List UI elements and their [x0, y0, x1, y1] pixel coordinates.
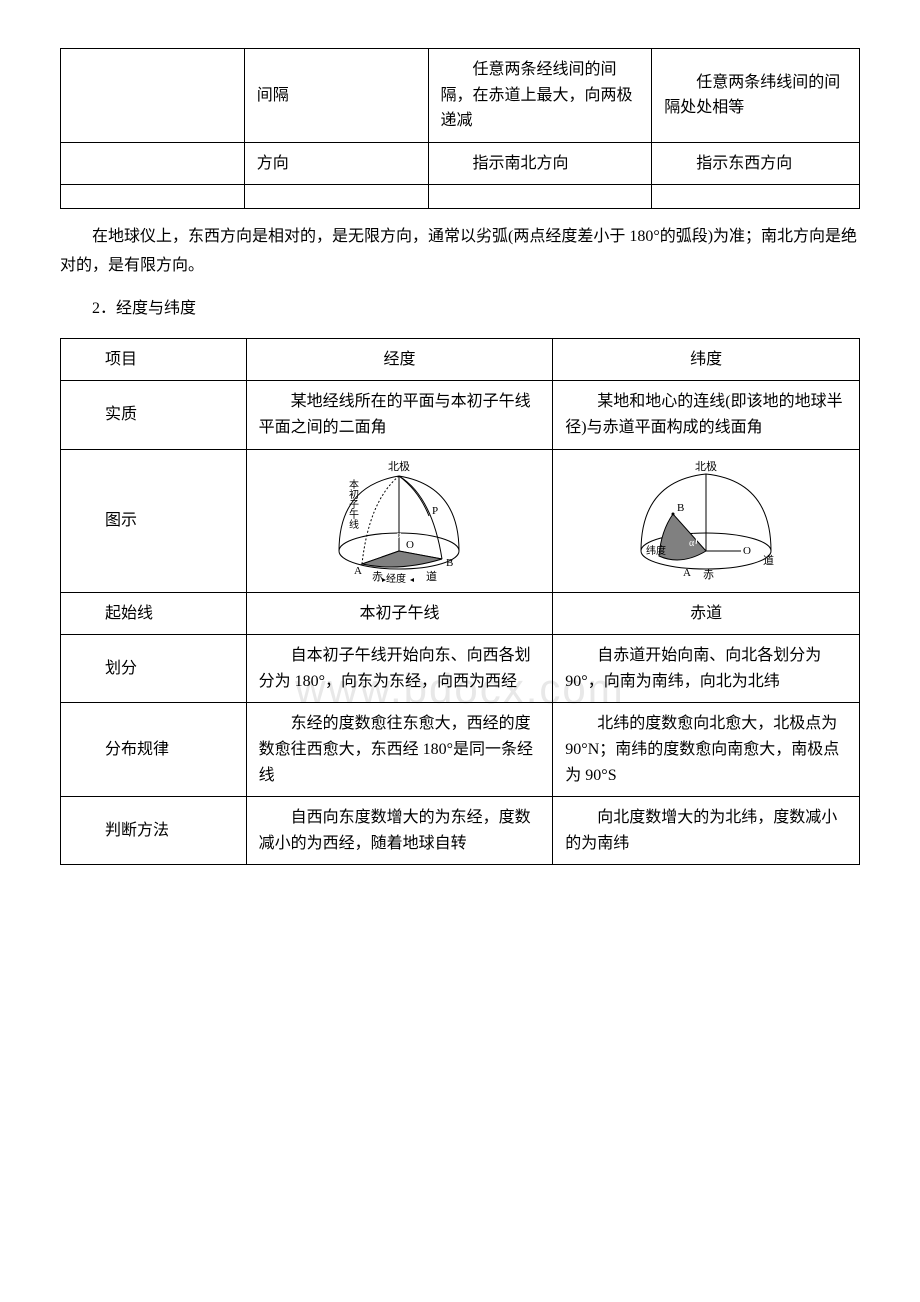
cell — [428, 185, 652, 209]
diagram-cell-latitude: 北极 B O A 纬度 α 赤 道 — [553, 449, 860, 592]
cell: 赤道 — [553, 592, 860, 635]
header-cell: 经度 — [246, 338, 553, 381]
paragraph: 在地球仪上，东西方向是相对的，是无限方向，通常以劣弧(两点经度差小于 180°的… — [60, 223, 860, 281]
label-eq-r: 道 — [426, 569, 437, 583]
label-a: A — [354, 565, 362, 577]
diagram-cell-longitude: 北极 本初子午线 O P A B 赤 道 经度 α — [246, 449, 553, 592]
table-row: 划分 自本初子午线开始向东、向西各划分为 180°，向东为东经，向西为西经 自赤… — [61, 635, 860, 703]
heading: 2．经度与纬度 — [60, 295, 860, 324]
table-2: 项目 经度 纬度 实质 某地经线所在的平面与本初子午线平面之间的二面角 某地和地… — [60, 338, 860, 866]
cell: 自西向东度数增大的为东经，度数减小的为西经，随着地球自转 — [246, 797, 553, 865]
table-row — [61, 185, 860, 209]
table-row: 间隔 任意两条经线间的间隔，在赤道上最大，向两极递减 任意两条纬线间的间隔处处相… — [61, 49, 860, 143]
cell: 指示东西方向 — [652, 142, 860, 185]
label-north: 北极 — [695, 459, 717, 473]
table-row: 方向 指示南北方向 指示东西方向 — [61, 142, 860, 185]
cell: 方向 — [244, 142, 428, 185]
label-north: 北极 — [388, 459, 410, 473]
table-1: 间隔 任意两条经线间的间隔，在赤道上最大，向两极递减 任意两条纬线间的间隔处处相… — [60, 48, 860, 209]
label-b: B — [677, 502, 684, 514]
cell — [61, 185, 245, 209]
cell — [61, 142, 245, 185]
longitude-diagram: 北极 本初子午线 O P A B 赤 道 经度 α — [314, 456, 484, 586]
label-p: P — [432, 505, 438, 517]
label-alpha: α — [396, 530, 402, 541]
table-row: 分布规律 东经的度数愈往东愈大，西经的度数愈往西愈大，东西经 180°是同一条经… — [61, 703, 860, 797]
cell — [61, 49, 245, 143]
label-latitude: 纬度 — [646, 544, 666, 557]
cell: 任意两条纬线间的间隔处处相等 — [652, 49, 860, 143]
cell: 起始线 — [61, 592, 247, 635]
table-row: 判断方法 自西向东度数增大的为东经，度数减小的为西经，随着地球自转 向北度数增大… — [61, 797, 860, 865]
cell: 划分 — [61, 635, 247, 703]
cell: 本初子午线 — [246, 592, 553, 635]
cell: 某地和地心的连线(即该地的地球半径)与赤道平面构成的线面角 — [553, 381, 860, 449]
table-row: 图示 北极 本初子午线 O P A B 赤 道 经度 — [61, 449, 860, 592]
label-eq-l: 赤 — [703, 568, 714, 581]
cell: 向北度数增大的为北纬，度数减小的为南纬 — [553, 797, 860, 865]
cell: 东经的度数愈往东愈大，西经的度数愈往西愈大，东西经 180°是同一条经线 — [246, 703, 553, 797]
label-longitude: 经度 — [386, 572, 406, 585]
cell: 自本初子午线开始向东、向西各划分为 180°，向东为东经，向西为西经 — [246, 635, 553, 703]
cell — [244, 185, 428, 209]
label-a: A — [683, 567, 691, 579]
label-alpha: α — [689, 538, 695, 549]
cell: 某地经线所在的平面与本初子午线平面之间的二面角 — [246, 381, 553, 449]
label-center: O — [743, 545, 751, 557]
cell: 指示南北方向 — [428, 142, 652, 185]
page-content: 间隔 任意两条经线间的间隔，在赤道上最大，向两极递减 任意两条纬线间的间隔处处相… — [60, 48, 860, 865]
cell: 实质 — [61, 381, 247, 449]
label-eq-r: 道 — [763, 553, 774, 567]
table-row: 实质 某地经线所在的平面与本初子午线平面之间的二面角 某地和地心的连线(即该地的… — [61, 381, 860, 449]
table-row: 起始线 本初子午线 赤道 — [61, 592, 860, 635]
cell: 任意两条经线间的间隔，在赤道上最大，向两极递减 — [428, 49, 652, 143]
label-meridian: 本初子午线 — [347, 477, 359, 528]
cell: 间隔 — [244, 49, 428, 143]
label-b: B — [446, 557, 453, 569]
label-eq-l: 赤 — [372, 570, 383, 583]
label-center: O — [406, 539, 414, 551]
cell: 分布规律 — [61, 703, 247, 797]
cell: 判断方法 — [61, 797, 247, 865]
table-row: 项目 经度 纬度 — [61, 338, 860, 381]
latitude-diagram: 北极 B O A 纬度 α 赤 道 — [621, 456, 791, 586]
header-cell: 项目 — [61, 338, 247, 381]
cell: 北纬的度数愈向北愈大，北极点为 90°N；南纬的度数愈向南愈大，南极点为 90°… — [553, 703, 860, 797]
header-cell: 纬度 — [553, 338, 860, 381]
cell — [652, 185, 860, 209]
cell: 自赤道开始向南、向北各划分为 90°，向南为南纬，向北为北纬 — [553, 635, 860, 703]
cell: 图示 — [61, 449, 247, 592]
